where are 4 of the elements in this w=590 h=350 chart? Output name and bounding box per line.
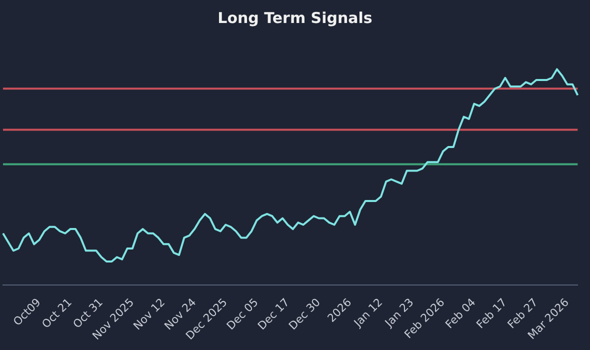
x-tick-label: Oct 21 <box>39 296 74 331</box>
x-tick-label: Jan 12 <box>350 296 386 330</box>
x-tick-label: Dec 30 <box>286 296 323 332</box>
chart-title: Long Term Signals <box>218 8 372 27</box>
